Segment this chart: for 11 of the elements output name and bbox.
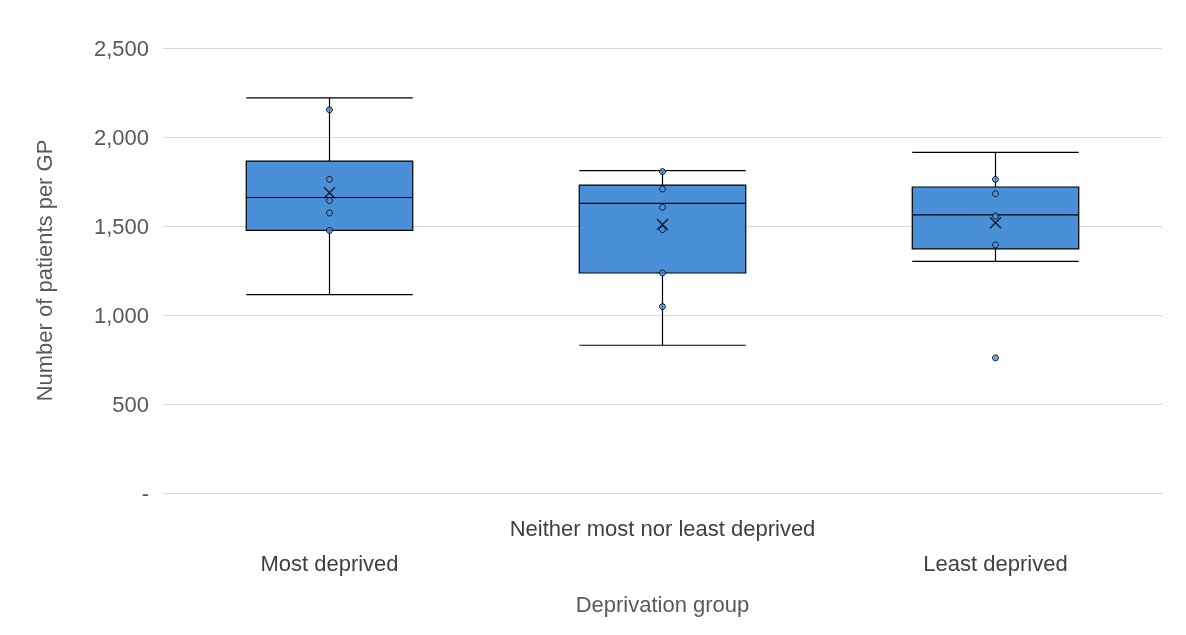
- x-tick-label: Most deprived: [260, 551, 399, 576]
- y-tick-label: 1,000: [93, 302, 149, 328]
- y-tick-label: -: [141, 480, 149, 506]
- y-tick-label: 2,000: [93, 124, 149, 150]
- y-tick-label: 1,500: [93, 213, 149, 239]
- y-tick-label: 2,500: [93, 35, 149, 61]
- x-tick-label: Neither most nor least deprived: [509, 516, 816, 541]
- x-axis-title: Deprivation group: [575, 591, 750, 617]
- y-tick-label: 500: [112, 391, 149, 417]
- y-axis-title: Number of patients per GP: [31, 139, 57, 402]
- x-tick-label: Least deprived: [923, 551, 1068, 576]
